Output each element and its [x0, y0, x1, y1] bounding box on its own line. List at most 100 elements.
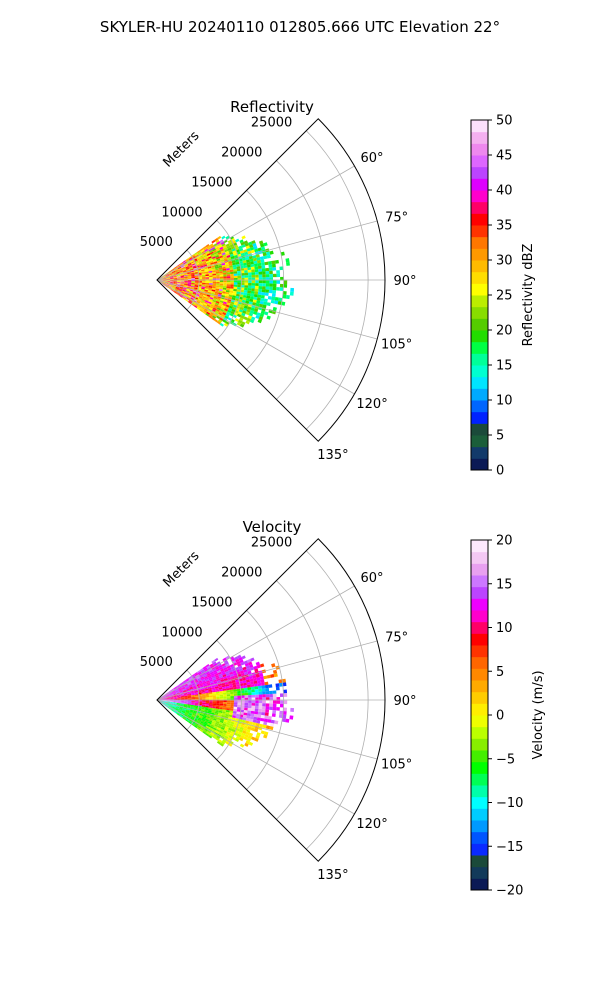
radar-cell: [244, 690, 248, 693]
radar-cell: [232, 684, 237, 688]
radar-cell: [184, 263, 188, 266]
radar-cell: [230, 691, 234, 695]
colorbar-tick-label: 35: [496, 219, 513, 234]
radar-cell: [183, 274, 188, 277]
radar-cell: [200, 290, 205, 293]
colorbar-swatch: [471, 750, 488, 763]
radar-cell: [234, 318, 240, 322]
radar-cell: [211, 265, 215, 268]
radar-cell: [244, 282, 249, 286]
radar-cell: [237, 319, 243, 324]
radar-cell: [169, 693, 173, 696]
radar-cell: [177, 282, 181, 284]
radar-cell: [224, 315, 229, 320]
radar-cell: [162, 281, 167, 282]
radar-cell: [205, 275, 210, 278]
radar-cell: [230, 255, 235, 260]
radar-cell: [208, 727, 213, 731]
radar-cell: [201, 690, 205, 693]
radar-cell: [194, 275, 199, 277]
radar-cell: [189, 678, 193, 681]
radar-cell: [194, 285, 199, 288]
radar-cell: [179, 271, 184, 273]
radar-cell: [216, 307, 221, 311]
radar-cell: [208, 285, 213, 288]
radar-cell: [207, 711, 212, 715]
radar-cell: [181, 291, 186, 294]
radar-cell: [241, 719, 246, 723]
radar-cell: [231, 668, 236, 672]
radar-cell: [281, 718, 286, 723]
radar-cell: [204, 728, 209, 732]
radar-cell: [225, 733, 230, 738]
radar-cell: [170, 277, 174, 279]
radar-cell: [215, 256, 220, 260]
angular-tick-label: 75°: [385, 630, 408, 645]
radar-cell: [252, 722, 257, 726]
radar-cell: [187, 275, 192, 277]
radar-cell: [176, 713, 180, 716]
radar-cell: [210, 715, 214, 719]
colorbar-swatch: [471, 423, 488, 436]
radar-cell: [166, 280, 171, 282]
radar-cell: [200, 688, 205, 691]
radar-cell: [239, 670, 245, 674]
radar-cell: [247, 290, 252, 294]
radar-cell: [239, 726, 244, 731]
colorbar-tick-label: −15: [496, 840, 523, 855]
radar-cell: [198, 261, 203, 265]
radar-cell: [220, 306, 225, 311]
radar-cell: [224, 306, 229, 310]
radar-cell: [202, 304, 207, 308]
radar-cell: [262, 703, 266, 707]
radar-cell: [243, 307, 248, 312]
radar-cell: [274, 720, 279, 725]
radar-cell: [213, 679, 217, 683]
radar-cell: [219, 696, 224, 699]
radar-cell: [228, 307, 233, 311]
radar-cell: [207, 674, 212, 678]
radar-cell: [173, 697, 178, 699]
radar-cell: [228, 716, 233, 720]
radar-cell: [197, 718, 202, 722]
radar-cell: [212, 307, 217, 311]
radar-cell: [278, 682, 283, 687]
radar-cell: [258, 268, 263, 272]
radar-cell: [223, 246, 228, 251]
radar-cell: [194, 273, 199, 275]
radar-cell: [205, 694, 210, 697]
radar-cell: [221, 243, 226, 247]
radar-cell: [194, 276, 199, 279]
radar-cell: [254, 288, 259, 292]
radar-cell: [172, 272, 177, 275]
radar-cell: [244, 662, 250, 667]
radar-cell: [243, 290, 248, 294]
radar-cell: [166, 698, 171, 700]
radar-cell: [247, 710, 252, 714]
radar-cell: [173, 710, 178, 714]
radar-cell: [261, 706, 266, 710]
radar-cell: [226, 708, 230, 711]
radar-cell: [272, 697, 277, 701]
radar-cell: [210, 253, 215, 257]
radar-cell: [179, 714, 184, 718]
radar-cell: [267, 716, 272, 720]
radar-cell: [183, 286, 188, 288]
radar-cell: [164, 705, 169, 708]
radar-cell: [176, 695, 181, 697]
radar-cell: [178, 289, 182, 292]
radar-cell: [194, 693, 199, 695]
radar-cell: [177, 281, 181, 283]
radar-cell: [166, 275, 170, 278]
radar-cell: [260, 297, 265, 302]
radar-cell: [272, 273, 277, 278]
radar-cell: [252, 675, 257, 679]
radar-cell: [166, 698, 171, 700]
radar-cell: [250, 657, 255, 662]
radar-cell: [180, 277, 185, 279]
radar-cell: [159, 279, 164, 280]
radar-cell: [246, 264, 251, 268]
colorbar-swatch: [471, 306, 488, 319]
angular-gridline: [156, 699, 355, 815]
radar-cell: [211, 316, 216, 321]
